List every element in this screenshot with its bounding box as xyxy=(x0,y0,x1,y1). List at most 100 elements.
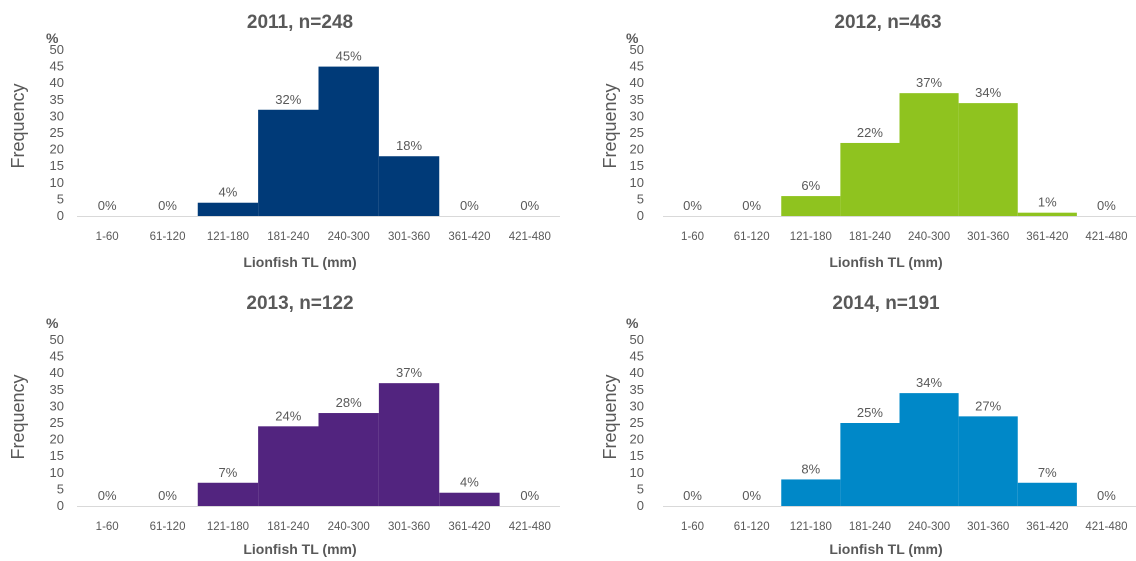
chart-title: 2014, n=191 xyxy=(832,293,940,314)
data-label: 34% xyxy=(975,85,1001,100)
x-axis-label: Lionfish TL (mm) xyxy=(243,541,356,557)
data-label: 0% xyxy=(460,198,479,213)
y-unit-label: % xyxy=(626,315,639,331)
data-label: 0% xyxy=(1097,198,1116,213)
x-tick-label: 301-360 xyxy=(967,231,1009,243)
y-tick-label: 50 xyxy=(50,42,64,57)
x-tick-label: 361-420 xyxy=(448,231,490,243)
y-tick-label: 5 xyxy=(637,481,644,496)
y-tick-label: 0 xyxy=(637,208,644,223)
data-label: 0% xyxy=(98,488,117,503)
y-tick-label: 10 xyxy=(50,175,64,190)
x-tick-label: 361-420 xyxy=(448,521,490,533)
x-tick-label: 121-180 xyxy=(790,521,832,533)
data-label: 0% xyxy=(683,198,702,213)
y-tick-label: 40 xyxy=(50,365,64,380)
x-tick-label: 1-60 xyxy=(96,521,119,533)
y-tick-label: 40 xyxy=(630,365,644,380)
x-tick-label: 121-180 xyxy=(207,521,249,533)
x-axis-label: Lionfish TL (mm) xyxy=(243,254,356,270)
bar xyxy=(958,103,1018,216)
data-label: 0% xyxy=(520,198,539,213)
y-axis-label: Frequency xyxy=(8,83,28,168)
x-tick-label: 181-240 xyxy=(849,231,891,243)
y-tick-label: 50 xyxy=(630,42,644,57)
data-label: 0% xyxy=(1097,488,1116,503)
y-tick-label: 15 xyxy=(50,448,64,463)
y-tick-label: 15 xyxy=(630,158,644,173)
y-tick-label: 5 xyxy=(57,481,64,496)
bar xyxy=(197,482,259,506)
data-label: 0% xyxy=(158,488,177,503)
data-label: 6% xyxy=(801,178,820,193)
data-label: 7% xyxy=(1038,465,1057,480)
y-tick-label: 15 xyxy=(50,158,64,173)
chart-svg: 2012, n=463 % Frequency Lionfish TL (mm)… xyxy=(600,12,1136,270)
x-tick-label: 421-480 xyxy=(1085,231,1127,243)
chart-panel-2012: 2012, n=463 % Frequency Lionfish TL (mm)… xyxy=(568,0,1136,280)
chart-svg: 2014, n=191 % Frequency Lionfish TL (mm)… xyxy=(600,293,1136,557)
y-tick-label: 25 xyxy=(630,125,644,140)
x-tick-label: 121-180 xyxy=(790,231,832,243)
bar xyxy=(899,93,959,216)
chart-title: 2013, n=122 xyxy=(246,293,353,314)
data-label: 28% xyxy=(336,395,362,410)
y-tick-label: 45 xyxy=(50,59,64,74)
data-label: 8% xyxy=(801,461,820,476)
data-label: 25% xyxy=(857,405,883,420)
y-tick-label: 20 xyxy=(50,432,64,447)
y-tick-label: 35 xyxy=(50,382,64,397)
x-axis-label: Lionfish TL (mm) xyxy=(829,254,942,270)
y-tick-label: 25 xyxy=(50,125,64,140)
x-tick-label: 421-480 xyxy=(509,231,551,243)
y-tick-label: 20 xyxy=(50,142,64,157)
data-label: 0% xyxy=(98,198,117,213)
y-tick-label: 45 xyxy=(50,349,64,364)
y-tick-label: 5 xyxy=(57,191,64,206)
y-tick-label: 10 xyxy=(50,465,64,480)
x-tick-label: 1-60 xyxy=(681,521,704,533)
data-label: 4% xyxy=(460,475,479,490)
x-tick-label: 421-480 xyxy=(509,521,551,533)
bar xyxy=(840,423,900,506)
y-axis-label: Frequency xyxy=(600,374,620,459)
x-tick-label: 61-120 xyxy=(150,521,186,533)
x-tick-label: 301-360 xyxy=(967,521,1009,533)
y-tick-label: 30 xyxy=(630,108,644,123)
y-tick-label: 35 xyxy=(630,382,644,397)
data-label: 37% xyxy=(396,365,422,380)
chart-panel-2014: 2014, n=191 % Frequency Lionfish TL (mm)… xyxy=(568,281,1136,561)
data-label: 1% xyxy=(1038,195,1057,210)
chart-panel-2013: 2013, n=122 % Frequency Lionfish TL (mm)… xyxy=(0,281,568,561)
y-tick-label: 30 xyxy=(50,108,64,123)
data-label: 24% xyxy=(275,408,301,423)
chart-svg: 2013, n=122 % Frequency Lionfish TL (mm)… xyxy=(8,293,560,557)
chart-title: 2012, n=463 xyxy=(834,12,941,33)
data-label: 0% xyxy=(742,198,761,213)
y-tick-label: 20 xyxy=(630,432,644,447)
bar xyxy=(258,109,319,216)
data-label: 18% xyxy=(396,138,422,153)
x-tick-label: 1-60 xyxy=(96,231,119,243)
x-tick-label: 421-480 xyxy=(1085,521,1127,533)
bar xyxy=(781,479,841,506)
bar xyxy=(1017,482,1077,506)
bar xyxy=(378,383,440,506)
y-tick-label: 25 xyxy=(630,415,644,430)
y-unit-label: % xyxy=(626,30,639,46)
bar xyxy=(958,416,1018,506)
bar xyxy=(318,413,379,506)
data-label: 0% xyxy=(158,198,177,213)
y-tick-label: 40 xyxy=(630,75,644,90)
y-tick-label: 0 xyxy=(57,208,64,223)
y-axis-label: Frequency xyxy=(600,83,620,168)
y-axis-label: Frequency xyxy=(8,374,28,459)
x-tick-label: 181-240 xyxy=(267,521,309,533)
data-label: 37% xyxy=(916,75,942,90)
data-label: 0% xyxy=(683,488,702,503)
data-label: 0% xyxy=(520,488,539,503)
x-tick-label: 61-120 xyxy=(734,521,770,533)
data-label: 27% xyxy=(975,398,1001,413)
x-tick-label: 181-240 xyxy=(267,231,309,243)
bar xyxy=(840,142,900,216)
